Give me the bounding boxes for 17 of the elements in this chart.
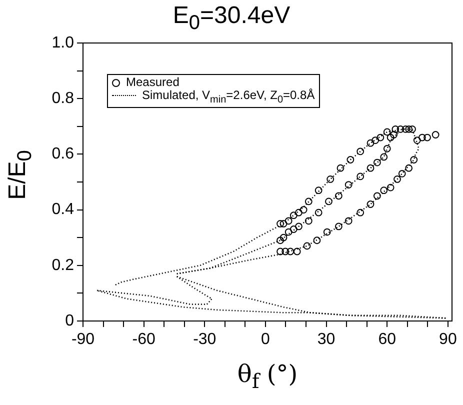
y-tick-label: 1.0 [52,34,74,52]
y-tick-label: 0 [65,312,74,330]
legend-label: Simulated, V$_{min}$=2.6eV, Z$_{0}$=0.8Å [142,88,315,106]
x-tick-label: -90 [71,331,95,348]
y-tick-label: 0.2 [52,256,74,274]
x-tick-label: 0 [261,331,270,348]
chart-title: E$_{0}$=30.4eV [172,2,292,35]
y-tick-label: 0.4 [52,201,74,218]
x-tick-label: 30 [317,331,336,348]
x-tick-label: 90 [439,331,457,348]
x-tick-label: 60 [378,331,396,348]
y-tick-label: 0.8 [52,90,74,108]
y-tick-label: 0.6 [52,146,74,163]
x-tick-label: -60 [132,331,156,348]
x-axis-title: θ$_{f}$ (°) [236,360,299,393]
x-tick-label: -30 [193,331,216,348]
legend-label: Measured [126,75,180,89]
